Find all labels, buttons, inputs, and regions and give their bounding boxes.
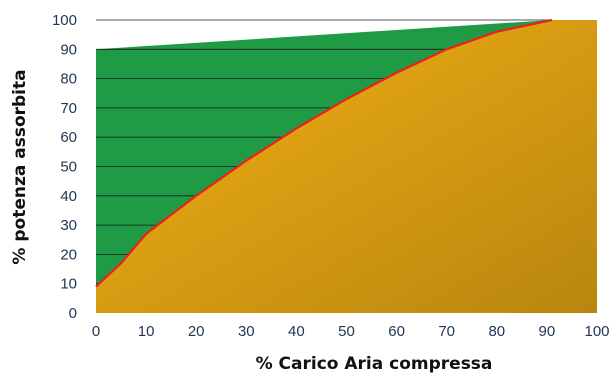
x-tick-label-60: 60 <box>388 323 405 340</box>
orange-area <box>96 20 597 313</box>
y-tick-label-30: 30 <box>60 217 77 234</box>
x-tick-label-50: 50 <box>338 323 355 340</box>
green-area <box>96 20 552 287</box>
x-axis-ticks: 0 10 20 30 40 50 60 70 80 90 100 <box>92 323 610 340</box>
curve-line <box>95 18 553 288</box>
x-tick-label-80: 80 <box>488 323 505 340</box>
x-tick-label-40: 40 <box>288 323 305 340</box>
x-axis-title: % Carico Aria compressa <box>256 354 493 374</box>
y-tick-label-90: 90 <box>60 41 77 58</box>
x-tick-label-100: 100 <box>584 323 609 340</box>
y-tick-label-60: 60 <box>60 129 77 146</box>
y-tick-label-0: 0 <box>69 305 77 322</box>
y-tick-label-50: 50 <box>60 159 77 176</box>
x-tick-label-30: 30 <box>238 323 255 340</box>
y-tick-label-20: 20 <box>60 246 77 263</box>
y-tick-label-80: 80 <box>60 71 77 88</box>
y-tick-label-10: 10 <box>60 276 77 293</box>
y-tick-label-40: 40 <box>60 188 77 205</box>
y-tick-label-70: 70 <box>60 100 77 117</box>
y-tick-label-100: 100 <box>52 12 77 29</box>
x-tick-label-20: 20 <box>188 323 205 340</box>
x-tick-label-10: 10 <box>138 323 155 340</box>
y-axis-title: % potenza assorbita <box>10 69 30 264</box>
x-tick-label-90: 90 <box>539 323 556 340</box>
y-axis-ticks: 0 10 20 30 40 50 60 70 80 90 100 <box>52 12 77 322</box>
x-tick-label-70: 70 <box>438 323 455 340</box>
plot-area <box>95 18 597 313</box>
x-tick-label-0: 0 <box>92 323 100 340</box>
